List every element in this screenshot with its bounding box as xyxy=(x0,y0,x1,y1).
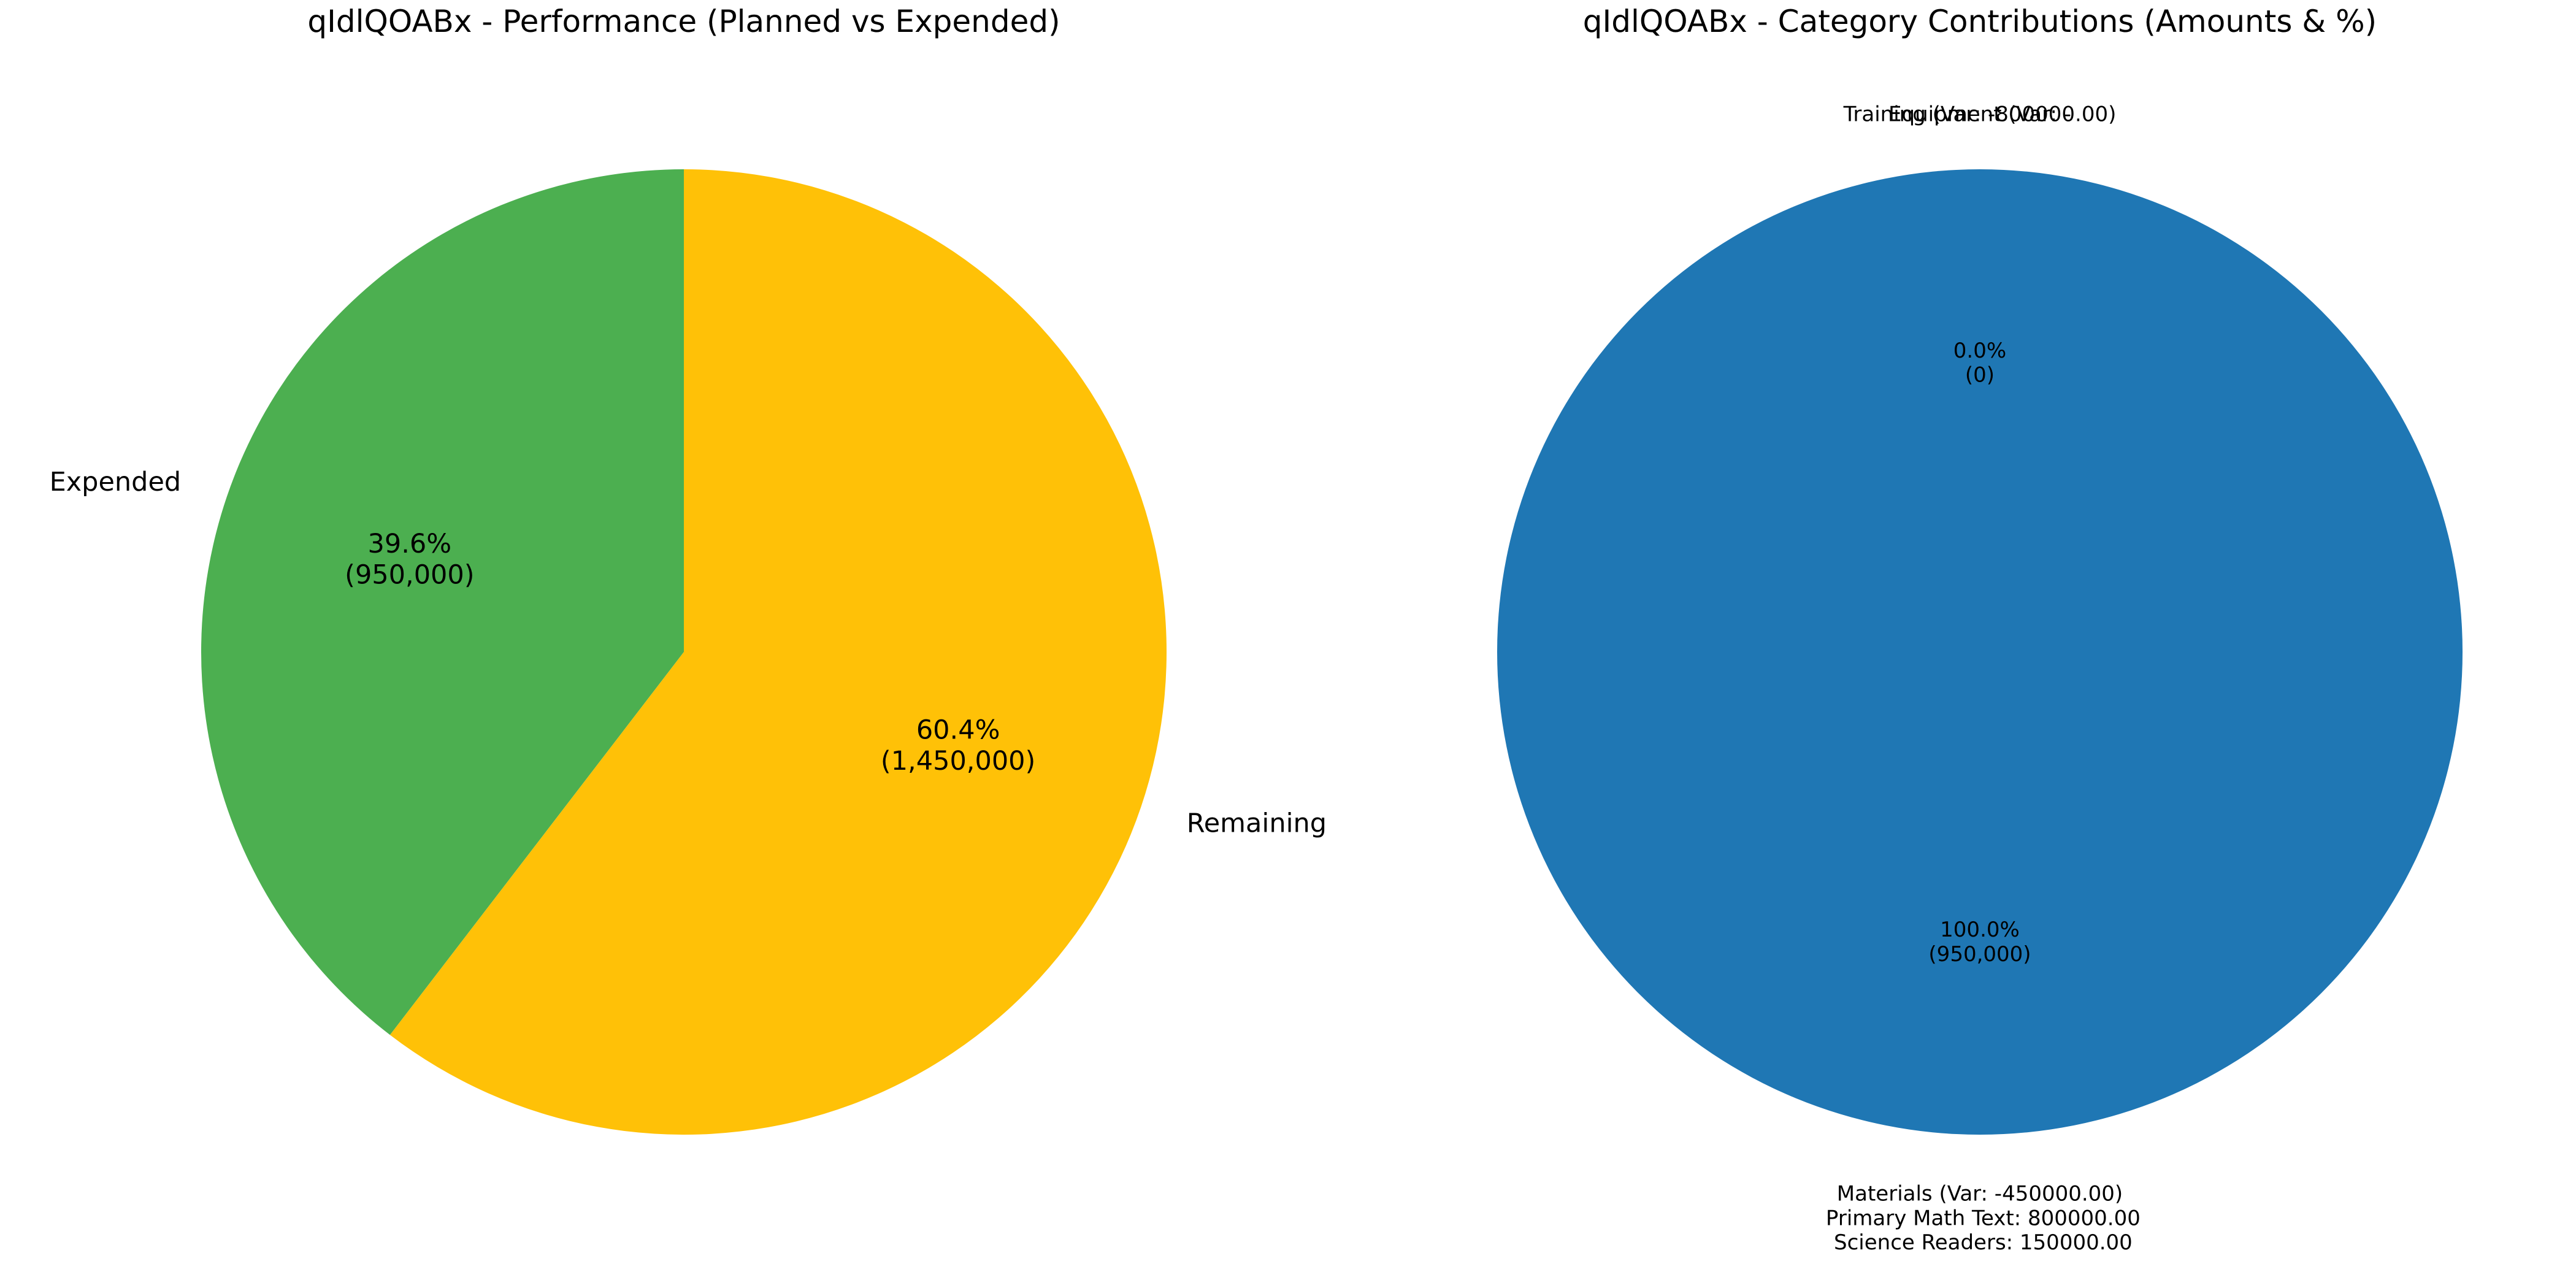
slice-value-label-remaining: 60.4% (1,450,000) xyxy=(881,715,1035,776)
slice-value-label-expended: 39.6% (950,000) xyxy=(345,529,474,590)
slice-label-expended: Expended xyxy=(50,467,182,497)
chart-performance-labels: Expended 39.6% (950,000) Remaining 60.4% (1,4… xyxy=(50,467,1327,839)
pie-slice-expended xyxy=(201,169,684,1035)
chart-performance-title: qIdlQOABx - Performance (Planned vs Expe… xyxy=(307,4,1060,39)
pie-slice-remaining xyxy=(389,169,1167,1135)
chart-category-contributions: qIdlQOABx - Category Contributions (Amou… xyxy=(1497,4,2463,1255)
slice-value-label-equipment: 0.0% (0) xyxy=(1953,339,2006,388)
slice-label-equipment: Equipment (Var: - xyxy=(1888,102,2071,126)
pie-slice-materials xyxy=(1497,169,2463,1135)
chart-category-title: qIdlQOABx - Category Contributions (Amou… xyxy=(1583,4,2377,39)
slice-label-training: Training (Var: -800000.00) xyxy=(1843,102,2117,126)
chart-category-slices xyxy=(1497,169,2463,1135)
slice-label-materials: Materials (Var: -450000.00) Primary Math… xyxy=(1819,1182,2141,1255)
chart-performance: qIdlQOABx - Performance (Planned vs Expe… xyxy=(50,4,1327,1135)
slice-value-label-materials: 100.0% (950,000) xyxy=(1928,918,2031,967)
slice-label-remaining: Remaining xyxy=(1187,808,1327,838)
chart-performance-slices xyxy=(201,169,1167,1135)
chart-category-labels: Equipment (Var: - 0.0% (0) Training (Var: -… xyxy=(1819,102,2141,1255)
